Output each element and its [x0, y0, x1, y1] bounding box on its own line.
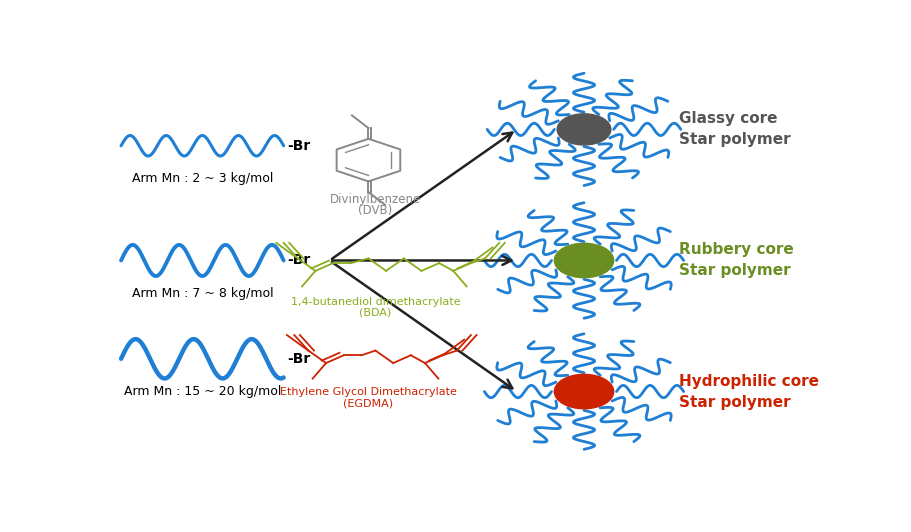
Text: Arm Mn : 2 ~ 3 kg/mol: Arm Mn : 2 ~ 3 kg/mol: [131, 172, 272, 185]
Text: Rubbery core
Star polymer: Rubbery core Star polymer: [679, 243, 793, 278]
Text: -Br: -Br: [287, 139, 310, 153]
Text: 1,4-butanediol dimethacrylate: 1,4-butanediol dimethacrylate: [291, 296, 460, 306]
Text: Arm Mn : 7 ~ 8 kg/mol: Arm Mn : 7 ~ 8 kg/mol: [131, 287, 273, 300]
Text: Hydrophilic core
Star polymer: Hydrophilic core Star polymer: [679, 373, 819, 410]
Text: Arm Mn : 15 ~ 20 kg/mol: Arm Mn : 15 ~ 20 kg/mol: [124, 385, 281, 398]
Text: Glassy core
Star polymer: Glassy core Star polymer: [679, 111, 790, 147]
Text: (EGDMA): (EGDMA): [343, 398, 393, 408]
Text: Divinylbenzene: Divinylbenzene: [330, 193, 421, 206]
Circle shape: [554, 375, 613, 409]
Text: -Br: -Br: [287, 253, 310, 268]
Text: (BDA): (BDA): [359, 308, 391, 318]
Circle shape: [557, 114, 610, 145]
Text: (DVB): (DVB): [358, 204, 393, 217]
Text: -Br: -Br: [287, 352, 310, 366]
Circle shape: [554, 243, 613, 278]
Text: Ethylene Glycol Dimethacrylate: Ethylene Glycol Dimethacrylate: [280, 387, 456, 397]
